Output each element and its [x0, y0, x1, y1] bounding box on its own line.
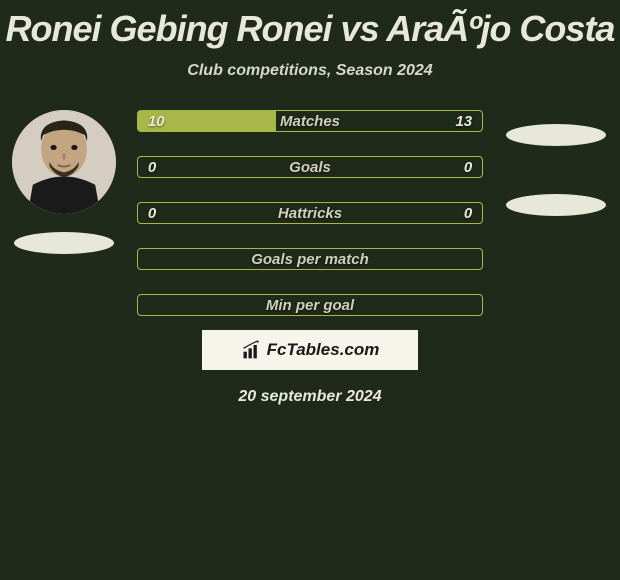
- comparison-date: 20 september 2024: [0, 388, 620, 406]
- player-left-column: [10, 110, 119, 254]
- player-left-name-pill: [14, 232, 114, 254]
- stat-value-right: 0: [464, 159, 472, 176]
- player-right-name-pill-1: [506, 124, 606, 146]
- chart-icon: [241, 340, 261, 360]
- stat-value-left: 0: [148, 159, 156, 176]
- player-right-name-pill-2: [506, 194, 606, 216]
- stat-value-right: 0: [464, 205, 472, 222]
- player-right-column: [501, 110, 610, 216]
- stat-row: Goals per match: [137, 248, 483, 270]
- stat-row: 0 0 Goals: [137, 156, 483, 178]
- stats-column: 10 13 Matches 0 0 Goals 0 0 Hattricks Goals per m…: [137, 110, 483, 316]
- comparison-card: Ronei Gebing Ronei vs AraÃºjo Costa Club…: [0, 0, 620, 406]
- branding-text: FcTables.com: [267, 340, 380, 360]
- stat-label: Goals: [289, 159, 331, 176]
- avatar-placeholder-icon: [12, 110, 116, 214]
- stat-label: Min per goal: [266, 297, 354, 314]
- stat-value-left: 10: [148, 113, 165, 130]
- stat-value-left: 0: [148, 205, 156, 222]
- stat-label: Goals per match: [251, 251, 369, 268]
- comparison-subtitle: Club competitions, Season 2024: [0, 62, 620, 80]
- comparison-body: 10 13 Matches 0 0 Goals 0 0 Hattricks Goals per m…: [0, 110, 620, 316]
- player-left-avatar: [12, 110, 116, 214]
- stat-row: 10 13 Matches: [137, 110, 483, 132]
- stat-row: 0 0 Hattricks: [137, 202, 483, 224]
- stat-label: Hattricks: [278, 205, 342, 222]
- comparison-title: Ronei Gebing Ronei vs AraÃºjo Costa: [0, 8, 620, 50]
- stat-label: Matches: [280, 113, 340, 130]
- stat-value-right: 13: [455, 113, 472, 130]
- stat-row: Min per goal: [137, 294, 483, 316]
- branding-box: FcTables.com: [202, 330, 418, 370]
